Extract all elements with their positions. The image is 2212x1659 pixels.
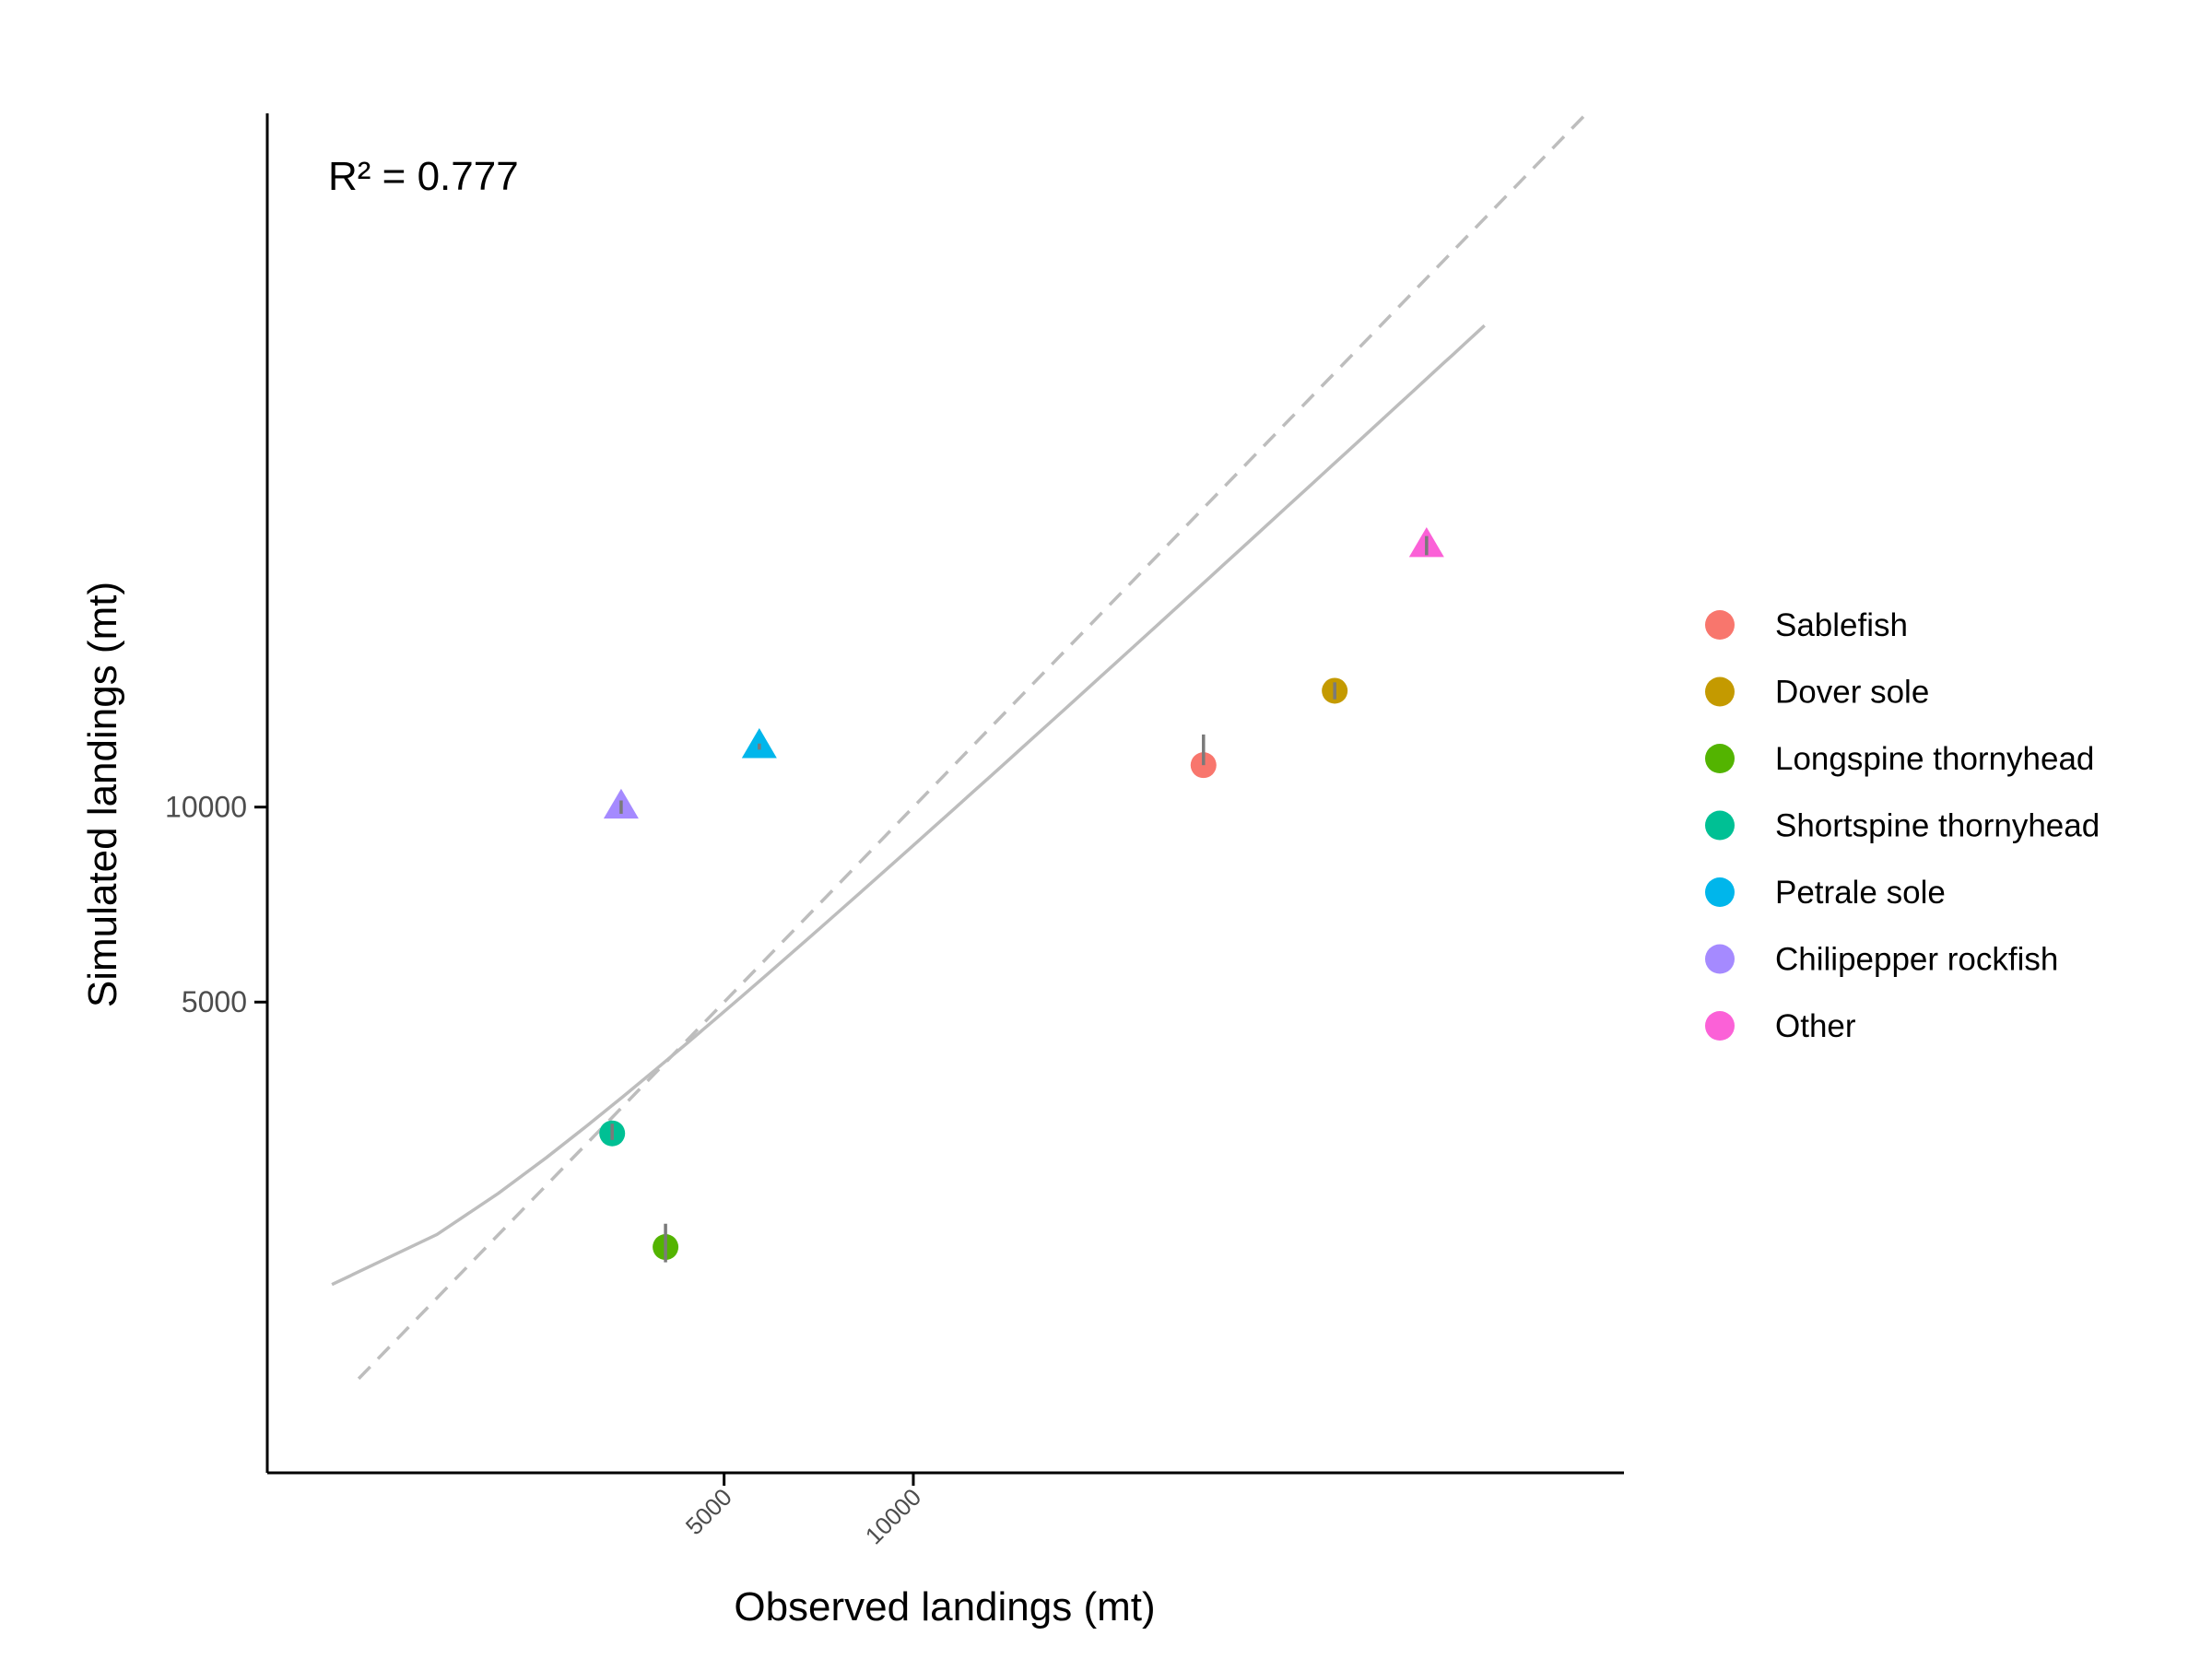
legend-key bbox=[1705, 677, 1735, 707]
legend-label: Other bbox=[1775, 1008, 1856, 1044]
point-other bbox=[1408, 526, 1444, 558]
data-points bbox=[599, 526, 1444, 1263]
point-longspine-thornyhead bbox=[653, 1223, 679, 1263]
x-axis-ticks: 5000 10000 bbox=[680, 1473, 926, 1549]
legend-key bbox=[1705, 810, 1735, 841]
legend-key bbox=[1705, 1011, 1735, 1041]
y-tick-label: 10000 bbox=[165, 791, 247, 824]
one-to-one-reference-line bbox=[357, 112, 1588, 1381]
r-squared-annotation: R² = 0.777 bbox=[328, 154, 519, 199]
legend-item-petrale-sole: Petrale sole bbox=[1705, 875, 1946, 911]
legend-item-shortspine-thornyhead: Shortspine thornyhead bbox=[1705, 808, 2100, 844]
point-shortspine-thornyhead bbox=[599, 1120, 626, 1147]
legend-key bbox=[1705, 877, 1735, 907]
legend-label: Dover sole bbox=[1775, 675, 1929, 711]
legend-label: Longspine thornyhead bbox=[1775, 741, 2094, 777]
y-tick-label: 5000 bbox=[182, 985, 247, 1018]
legend-label: Shortspine thornyhead bbox=[1775, 808, 2100, 844]
legend-label: Sablefish bbox=[1775, 607, 1908, 643]
legend: Sablefish Dover sole Longspine thornyhead S… bbox=[1705, 607, 2100, 1044]
point-sablefish bbox=[1190, 734, 1217, 779]
legend-key bbox=[1705, 610, 1735, 640]
legend-label: Petrale sole bbox=[1775, 875, 1946, 911]
y-axis-ticks: 5000 10000 bbox=[165, 791, 267, 1018]
legend-key bbox=[1705, 944, 1735, 974]
y-axis-title: Simulated landings (mt) bbox=[80, 582, 125, 1007]
legend-item-sablefish: Sablefish bbox=[1705, 607, 1908, 643]
x-tick-label: 5000 bbox=[680, 1483, 737, 1540]
plot-lines bbox=[331, 112, 1588, 1381]
point-chilipepper-rockfish bbox=[603, 788, 639, 819]
x-axis-title: Observed landings (mt) bbox=[734, 1584, 1155, 1630]
x-tick-label: 10000 bbox=[860, 1483, 926, 1549]
legend-item-longspine-thornyhead: Longspine thornyhead bbox=[1705, 741, 2094, 777]
legend-item-other: Other bbox=[1705, 1008, 1856, 1044]
legend-key bbox=[1705, 744, 1735, 773]
legend-item-dover-sole: Dover sole bbox=[1705, 675, 1929, 711]
legend-label: Chilipepper rockfish bbox=[1775, 942, 2058, 978]
point-petrale-sole bbox=[741, 728, 777, 759]
axes bbox=[265, 113, 1624, 1475]
legend-item-chilipepper-rockfish: Chilipepper rockfish bbox=[1705, 942, 2058, 978]
marker-triangle bbox=[741, 728, 777, 759]
point-dover-sole bbox=[1322, 677, 1348, 704]
regression-fit-line bbox=[331, 324, 1486, 1287]
